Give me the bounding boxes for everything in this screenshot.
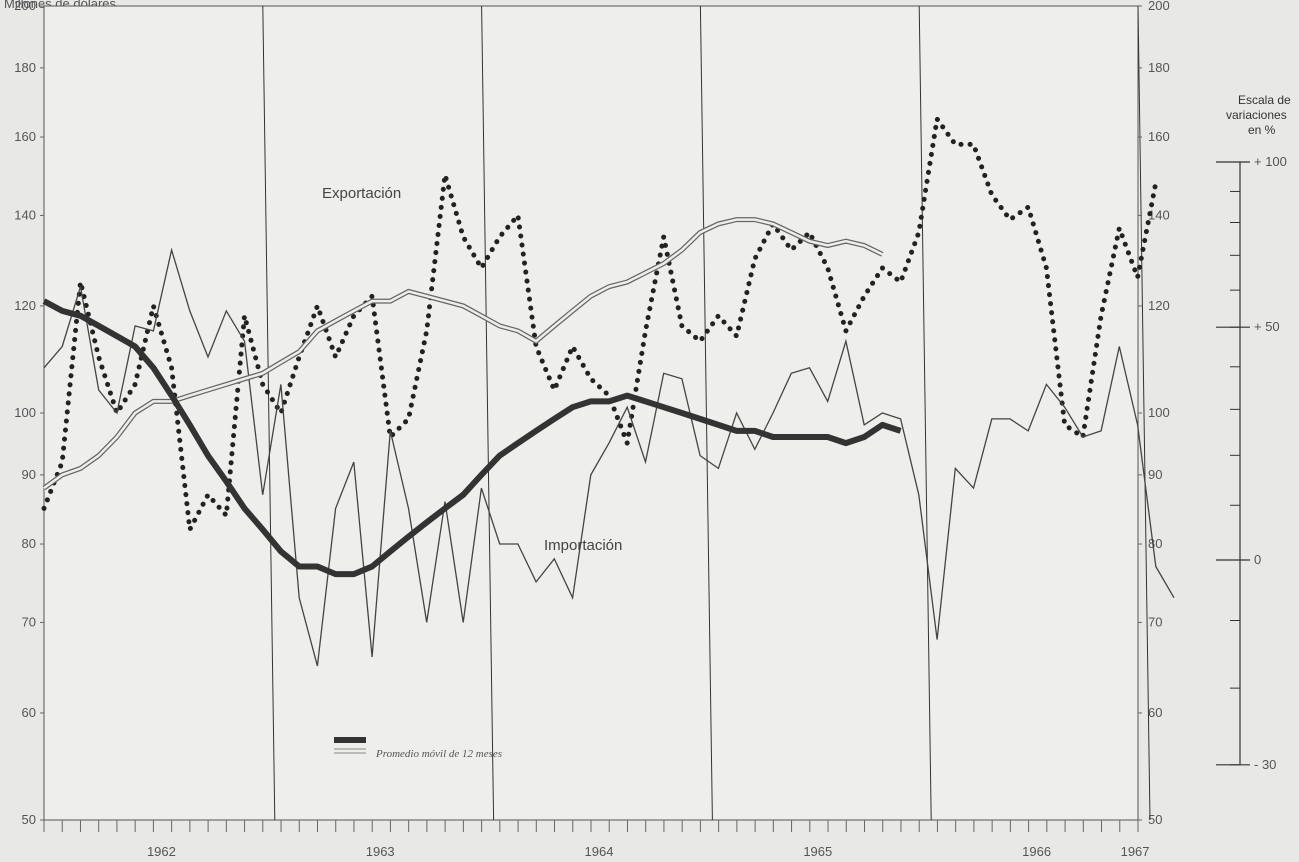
scale-tick-label: + 50 — [1254, 319, 1280, 334]
year-divider — [1137, 5, 1151, 821]
right-y-tick-label: 140 — [1148, 207, 1170, 222]
left-y-tick-label: 140 — [14, 207, 36, 222]
x-tick-label: 1962 — [147, 844, 176, 859]
left-y-tick-label: 70 — [22, 614, 36, 629]
right-y-tick-labels: 50 60 70 80 90 100 120 140 160 180 200 — [1148, 0, 1170, 827]
scale-tick-label: - 30 — [1254, 757, 1276, 772]
right-y-tick-label: 160 — [1148, 129, 1170, 144]
x-tick-labels: 1962 1963 1964 1965 1966 1967 — [147, 844, 1150, 859]
year-divider — [262, 5, 276, 821]
scale-tick-label: + 100 — [1254, 154, 1287, 169]
left-y-tick-label: 60 — [22, 705, 36, 720]
left-y-tick-label: 160 — [14, 129, 36, 144]
year-divider — [481, 5, 495, 821]
right-y-tick-label: 80 — [1148, 536, 1162, 551]
left-y-tick-label: 200 — [14, 0, 36, 13]
right-y-tick-label: 200 — [1148, 0, 1170, 13]
x-tick-label: 1966 — [1022, 844, 1051, 859]
x-tick-label: 1964 — [585, 844, 614, 859]
left-y-tick-label: 120 — [14, 298, 36, 313]
chart-annotations: Exportación Importación Promedio móvil d… — [322, 185, 622, 760]
right-y-tick-label: 70 — [1148, 614, 1162, 629]
series-lines — [41, 112, 1175, 667]
left-y-tick-label: 180 — [14, 60, 36, 75]
legend-label: Promedio móvil de 12 meses — [375, 748, 502, 760]
right-y-tick-label: 100 — [1148, 405, 1170, 420]
right-y-tick-label: 60 — [1148, 705, 1162, 720]
scale-title-2: variaciones — [1226, 108, 1287, 122]
left-y-tick-label: 80 — [22, 536, 36, 551]
exportacion-label: Exportación — [322, 185, 401, 202]
right-y-tick-label: 90 — [1148, 467, 1162, 482]
variation-scale: Escala de variaciones en % + 100 + 50 0 - 3… — [1216, 93, 1291, 772]
scale-title-1: Escala de — [1238, 93, 1291, 107]
scale-tick-label: 0 — [1254, 552, 1261, 567]
right-y-tick-label: 50 — [1148, 812, 1162, 827]
x-tick-label: 1967 — [1121, 844, 1150, 859]
left-y-tick-label: 100 — [14, 405, 36, 420]
year-divider — [918, 5, 932, 821]
year-divider — [699, 5, 713, 821]
plot-frame — [40, 5, 1151, 832]
right-y-tick-label: 120 — [1148, 298, 1170, 313]
importacion-label: Importación — [544, 537, 622, 554]
series-importacion-promedio — [42, 298, 902, 578]
left-y-tick-label: 50 — [22, 812, 36, 827]
scale-title-3: en % — [1248, 123, 1276, 137]
legend-thick-swatch — [334, 737, 366, 743]
left-y-tick-labels: 50 60 70 80 90 100 120 140 160 180 200 — [14, 0, 36, 827]
series-importacion — [43, 247, 1175, 667]
left-y-tick-label: 90 — [22, 467, 36, 482]
series-exportacion-promedio-inner — [43, 218, 883, 490]
x-tick-label: 1965 — [803, 844, 832, 859]
right-y-tick-label: 180 — [1148, 60, 1170, 75]
plot-area — [43, 5, 1139, 821]
x-tick-label: 1963 — [366, 844, 395, 859]
